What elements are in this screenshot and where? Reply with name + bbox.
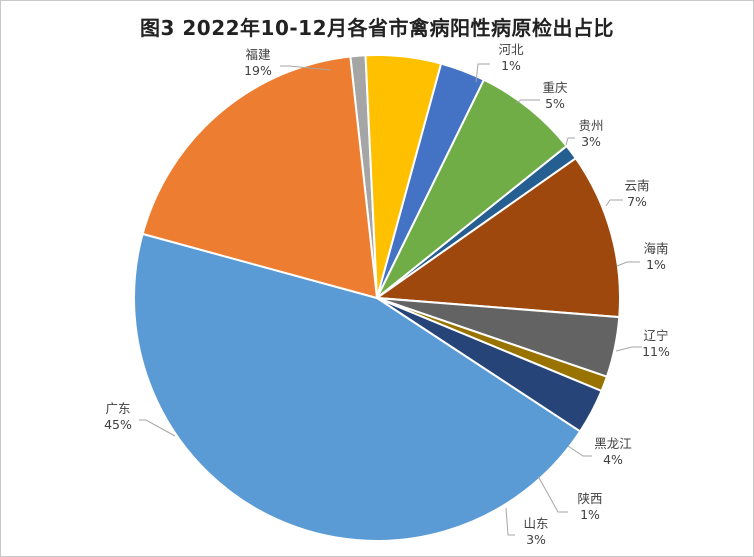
leader-line-7	[567, 445, 592, 457]
leader-line-9	[505, 507, 515, 536]
slice-pct-2: 5%	[545, 96, 565, 111]
slice-label-3: 贵州	[578, 118, 603, 133]
slice-pct-1: 1%	[501, 58, 521, 73]
slice-pct-3: 3%	[581, 134, 601, 149]
slice-label-10: 广东	[105, 401, 130, 416]
leader-line-3	[565, 137, 575, 146]
pie-slice-4	[376, 78, 569, 299]
slice-label-9: 山东	[523, 516, 548, 531]
slice-label-2: 重庆	[542, 80, 568, 95]
slice-pct-10: 45%	[104, 417, 132, 432]
slice-pct-6: 11%	[642, 344, 670, 359]
slice-label-8: 陕西	[577, 491, 602, 506]
leader-line-2	[515, 99, 540, 104]
leader-line-5	[616, 261, 640, 267]
leader-lines	[139, 63, 642, 536]
slice-label-5: 海南	[643, 241, 668, 256]
slice-label-4: 云南	[624, 178, 649, 193]
slice-pct-8: 1%	[580, 507, 600, 522]
slice-pct-5: 1%	[646, 257, 666, 272]
slice-label-11: 福建	[245, 47, 271, 62]
pie-slice-11	[141, 55, 379, 300]
leader-line-10	[139, 419, 176, 437]
pie-slice-10	[132, 232, 582, 542]
chart-title: 图3 2022年10-12月各省市禽病阳性病原检出占比	[139, 16, 614, 40]
slice-pct-4: 7%	[627, 194, 647, 209]
pie-slices	[132, 54, 621, 542]
slice-label-6: 辽宁	[643, 328, 668, 343]
slice-labels: 河北1%重庆5%贵州3%云南7%海南1%辽宁11%黑龙江4%陕西1%山东3%广东…	[104, 42, 670, 547]
slice-label-7: 黑龙江	[594, 436, 632, 451]
leader-line-4	[605, 199, 623, 207]
slice-pct-11: 19%	[244, 63, 272, 78]
leader-line-1	[475, 63, 490, 83]
leader-line-11	[280, 65, 331, 71]
pie-slice-6	[374, 156, 621, 319]
leader-line-8	[537, 475, 568, 513]
slice-pct-9: 3%	[526, 532, 546, 547]
leader-line-6	[615, 346, 642, 352]
slice-label-1: 河北	[498, 42, 524, 57]
slice-pct-7: 4%	[603, 452, 623, 467]
